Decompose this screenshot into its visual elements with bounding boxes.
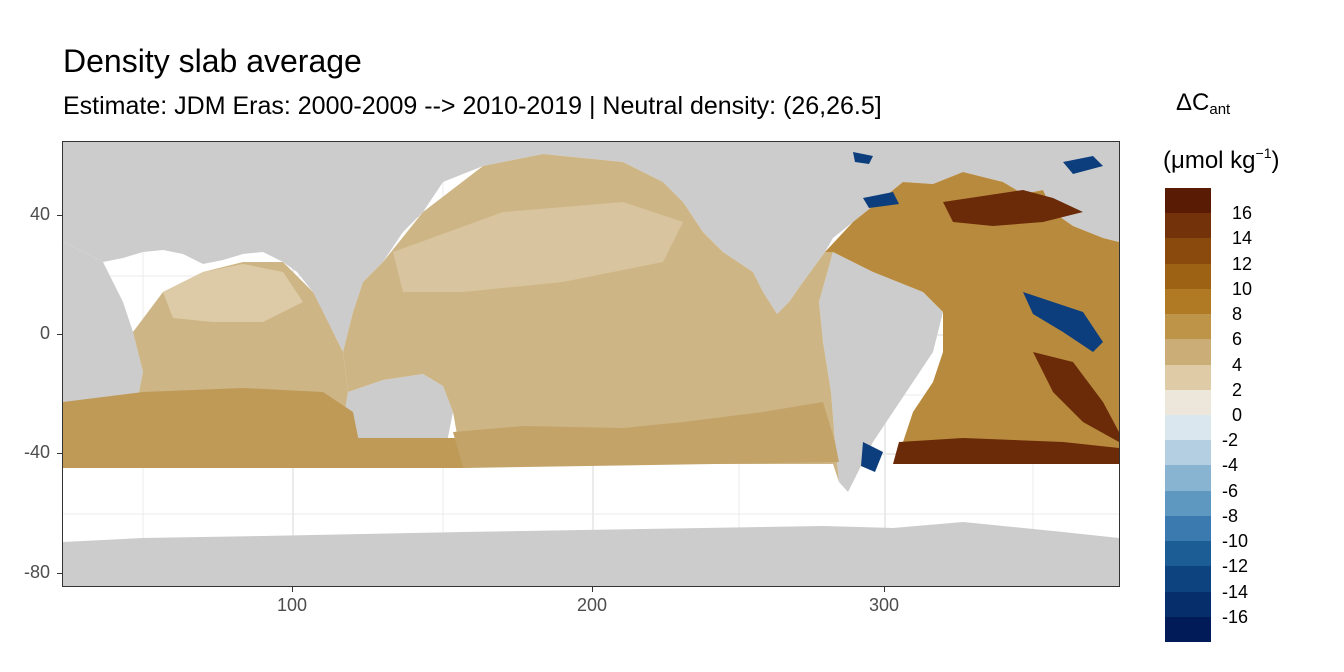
legend-label-9: -2 <box>1222 430 1239 451</box>
legend-label-6: 4 <box>1232 354 1243 375</box>
chart-title: Density slab average <box>63 43 362 79</box>
ocean-values <box>63 152 1119 482</box>
y-tick-2 <box>57 453 62 454</box>
ocean-pacific-light <box>393 202 683 292</box>
ocean-negative-labrador <box>853 152 873 164</box>
y-tick-1 <box>57 334 62 335</box>
map-plot <box>63 142 1119 586</box>
ocean-negative-falklands <box>861 442 883 472</box>
ocean-indian-light <box>163 264 303 322</box>
legend-swatch-5 <box>1165 314 1211 340</box>
legend-title-symbol: ΔC <box>1176 89 1210 116</box>
ocean-atlantic-dark-band <box>893 438 1119 464</box>
ocean-atlantic-dark-north <box>943 190 1083 226</box>
chart-subtitle: Estimate: JDM Eras: 2000-2009 --> 2010-2… <box>63 92 882 120</box>
legend-units: (μmol kg−1) <box>1163 138 1279 176</box>
x-tick-0 <box>292 587 293 592</box>
y-tick-3 <box>57 573 62 574</box>
map-panel <box>62 141 1120 587</box>
legend-swatch-7 <box>1165 364 1211 390</box>
legend-label-15: -14 <box>1222 581 1249 602</box>
legend-label-1: 14 <box>1232 228 1253 249</box>
legend-swatch-14 <box>1165 541 1211 567</box>
legend-colorbar <box>1165 188 1211 642</box>
ocean-southern-band-pacific <box>453 402 839 468</box>
legend-units-prefix: (μmol kg <box>1163 147 1256 174</box>
legend-swatch-12 <box>1165 490 1211 516</box>
legend-label-16: -16 <box>1222 606 1249 627</box>
ocean-negative-nordic <box>1063 156 1103 174</box>
x-tick-1 <box>592 587 593 592</box>
legend-label-8: 0 <box>1232 405 1243 425</box>
ocean-negative-equatorial <box>1023 292 1103 352</box>
ocean-southern-band-strip <box>63 438 463 468</box>
ocean-negative-newfoundland <box>863 192 899 208</box>
y-tick-label-0: 40 <box>29 204 50 224</box>
legend-label-4: 8 <box>1232 304 1243 325</box>
legend-swatch-3 <box>1165 263 1211 289</box>
legend-label-2: 12 <box>1232 253 1253 274</box>
legend-label-5: 6 <box>1232 329 1243 350</box>
legend-swatch-1 <box>1165 213 1211 239</box>
x-tick-2 <box>884 587 885 592</box>
legend-label-0: 16 <box>1232 203 1253 224</box>
y-tick-label-3: -80 <box>23 562 50 582</box>
land-north <box>63 142 1119 352</box>
legend-swatch-17 <box>1165 616 1211 642</box>
legend-label-14: -12 <box>1222 556 1249 577</box>
legend-label-10: -4 <box>1222 455 1239 476</box>
legend-swatch-10 <box>1165 440 1211 466</box>
land-antarctica <box>63 526 893 586</box>
x-tick-label-0: 100 <box>276 595 308 615</box>
legend-label-11: -6 <box>1222 480 1239 501</box>
land-mass <box>63 142 1119 586</box>
legend-label-7: 2 <box>1232 379 1243 400</box>
land-antarctica-east <box>893 522 1119 586</box>
y-tick-label-2: -40 <box>23 442 50 462</box>
legend-swatch-15 <box>1165 566 1211 592</box>
legend-swatch-9 <box>1165 414 1211 441</box>
legend-swatch-13 <box>1165 515 1211 542</box>
ocean-atlantic-dark-south <box>1033 352 1119 442</box>
land-australia <box>343 374 453 452</box>
legend-title-subscript: ant <box>1209 101 1231 118</box>
y-tick-label-1: 0 <box>39 323 50 343</box>
x-tick-label-2: 300 <box>868 595 900 615</box>
land-south-america <box>819 252 943 492</box>
legend-title: ΔCant <box>1176 88 1230 125</box>
legend-swatch-4 <box>1165 288 1211 315</box>
legend-label-12: -8 <box>1222 505 1239 526</box>
legend-swatch-0 <box>1165 188 1211 214</box>
legend-units-superscript: −1 <box>1255 145 1272 161</box>
legend-swatch-2 <box>1165 238 1211 264</box>
legend-label-3: 10 <box>1232 278 1253 299</box>
x-tick-label-1: 200 <box>576 595 608 615</box>
legend-units-suffix: ) <box>1271 147 1280 174</box>
y-tick-0 <box>57 215 62 216</box>
ocean-atlantic <box>825 172 1119 464</box>
legend-swatch-8 <box>1165 389 1211 415</box>
legend-swatch-6 <box>1165 339 1211 365</box>
land-africa <box>63 242 143 442</box>
land-greenland <box>1043 178 1119 242</box>
legend-label-13: -10 <box>1222 531 1249 552</box>
legend-swatch-16 <box>1165 591 1211 617</box>
legend-swatch-11 <box>1165 465 1211 491</box>
